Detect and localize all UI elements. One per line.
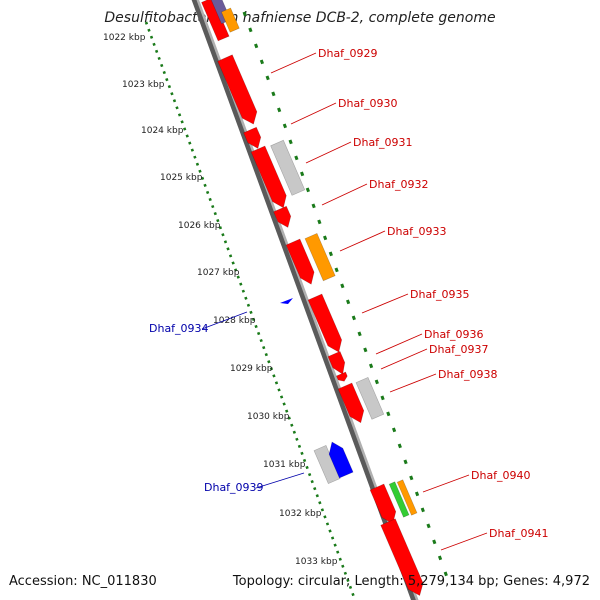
gene-label-forward: Dhaf_0937 bbox=[429, 343, 489, 356]
gene-label-forward: Dhaf_0941 bbox=[489, 527, 549, 540]
gene-dhaf-0933 bbox=[285, 238, 315, 285]
kbp-tick-label: 1032 kbp bbox=[279, 509, 322, 519]
gene-label-reverse: Dhaf_0934 bbox=[149, 322, 209, 335]
genome-summary-text: Topology: circular; Length: 5,279,134 bp… bbox=[232, 574, 590, 589]
gene-dhaf-0935 bbox=[307, 293, 343, 353]
gene-dhaf-0940-orange bbox=[396, 479, 418, 516]
ruler-line-left bbox=[144, 21, 357, 600]
gene-label-forward: Dhaf_0935 bbox=[410, 288, 470, 301]
gene-dhaf-0931-grey bbox=[270, 139, 306, 196]
gene-dhaf-0940 bbox=[369, 483, 397, 525]
gene-label-leader-line bbox=[361, 293, 409, 314]
gene-dhaf-0936 bbox=[327, 351, 346, 375]
gene-dhaf-0938-grey bbox=[355, 377, 385, 420]
gene-dhaf-0937 bbox=[336, 371, 348, 382]
gene-dhaf-0940-green bbox=[388, 481, 410, 518]
gene-label-forward: Dhaf_0930 bbox=[338, 97, 398, 110]
gene-dhaf-0930 bbox=[243, 126, 262, 149]
gene-label-forward: Dhaf_0940 bbox=[471, 469, 531, 482]
kbp-tick-label: 1027 kbp bbox=[197, 268, 240, 278]
gene-dhaf-0934 bbox=[280, 298, 293, 304]
gene-label-forward: Dhaf_0932 bbox=[369, 178, 429, 191]
kbp-tick-label: 1029 kbp bbox=[230, 364, 273, 374]
kbp-tick-label: 1026 kbp bbox=[178, 221, 221, 231]
kbp-tick-label: 1022 kbp bbox=[103, 33, 146, 43]
kbp-tick-label: 1028 kbp bbox=[213, 316, 256, 326]
gene-label-leader-line bbox=[321, 183, 368, 206]
gene-label-reverse: Dhaf_0939 bbox=[204, 481, 264, 494]
gene-label-leader-line bbox=[290, 102, 337, 125]
gene-feature-top-orange bbox=[221, 7, 240, 33]
kbp-tick-label: 1033 kbp bbox=[295, 557, 338, 567]
gene-dhaf-0939 bbox=[328, 441, 354, 479]
gene-label-leader-line bbox=[305, 141, 352, 164]
gene-label-leader-line bbox=[375, 333, 423, 355]
gene-label-leader-line bbox=[270, 52, 317, 74]
gene-label-leader-line bbox=[201, 311, 248, 330]
accession-text: Accession: NC_011830 bbox=[9, 574, 157, 589]
gene-label-leader-line bbox=[422, 474, 470, 493]
gene-feature-top-red bbox=[201, 0, 230, 42]
gene-label-leader-line bbox=[255, 472, 305, 489]
gene-dhaf-0941 bbox=[380, 518, 424, 596]
kbp-tick-label: 1023 kbp bbox=[122, 80, 165, 90]
gene-label-forward: Dhaf_0933 bbox=[387, 225, 447, 238]
gene-label-forward: Dhaf_0936 bbox=[424, 328, 484, 341]
gene-dhaf-0929 bbox=[217, 54, 258, 125]
kbp-tick-label: 1031 kbp bbox=[263, 460, 306, 470]
gene-label-forward: Dhaf_0938 bbox=[438, 368, 498, 381]
gene-label-leader-line bbox=[339, 230, 386, 252]
gene-label-leader-line bbox=[380, 348, 428, 370]
gene-label-forward: Dhaf_0931 bbox=[353, 136, 413, 149]
gene-dhaf-0939-grey bbox=[313, 445, 341, 484]
gene-dhaf-0933-orange bbox=[304, 233, 336, 282]
gene-dhaf-0932 bbox=[273, 205, 292, 228]
kbp-tick-label: 1030 kbp bbox=[247, 412, 290, 422]
gene-dhaf-0931 bbox=[250, 145, 287, 209]
kbp-tick-label: 1024 kbp bbox=[141, 126, 184, 136]
kbp-tick-label: 1025 kbp bbox=[160, 173, 203, 183]
gene-dhaf-0938 bbox=[337, 382, 365, 424]
gene-label-forward: Dhaf_0929 bbox=[318, 47, 378, 60]
gene-label-leader-line bbox=[440, 532, 488, 551]
gene-label-leader-line bbox=[389, 373, 437, 393]
